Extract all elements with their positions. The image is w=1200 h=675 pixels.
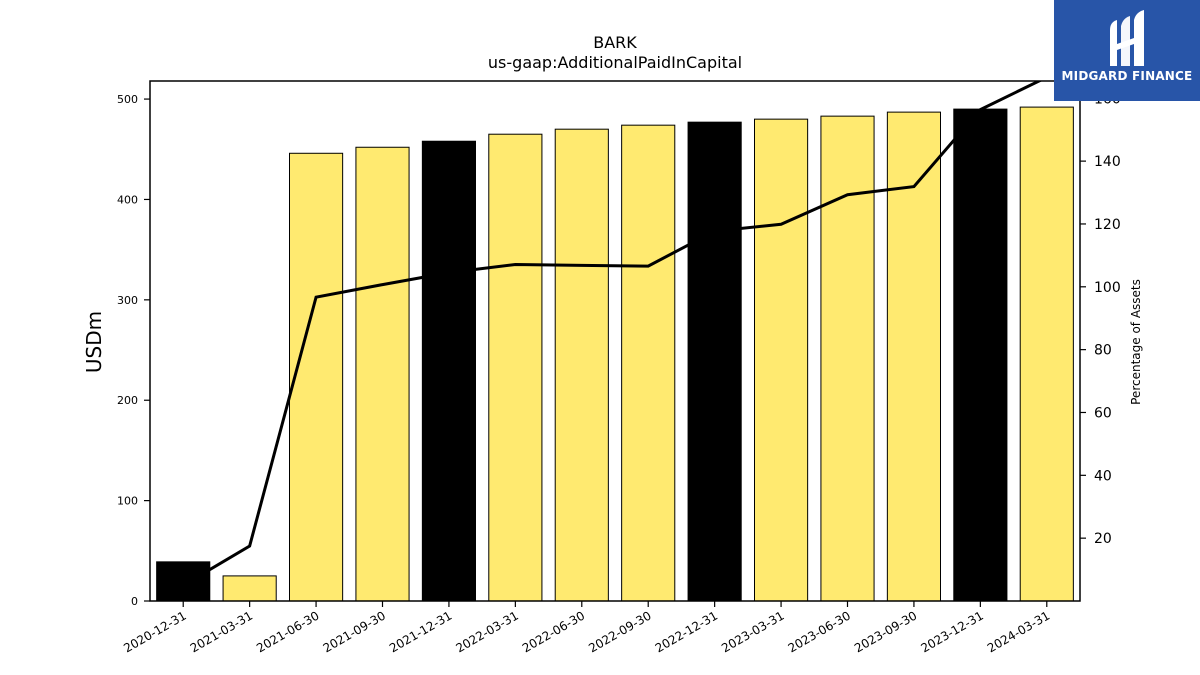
chart-title: BARK (593, 33, 637, 52)
y-tick-label: 200 (117, 394, 138, 407)
bar-2022-12-31 (687, 121, 742, 602)
bar-2023-06-30 (820, 115, 875, 602)
x-tick-label: 2022-06-30 (520, 608, 587, 655)
midgard-logo-icon (1110, 10, 1144, 66)
y-tick-label: 300 (117, 294, 138, 307)
y-tick-label: 0 (131, 595, 138, 608)
bar-2021-12-31 (421, 140, 477, 602)
chart-subtitle: us-gaap:AdditionalPaidInCapital (488, 53, 742, 72)
x-tick-label: 2020-12-31 (121, 608, 188, 655)
x-tick-label: 2023-12-31 (918, 608, 985, 655)
bar-2023-12-31 (953, 108, 1008, 602)
x-tick-label: 2021-09-30 (321, 608, 388, 655)
x-tick-label: 2023-06-30 (786, 608, 853, 655)
y-tick-label: 100 (117, 495, 138, 508)
bar-2022-09-30 (621, 124, 676, 602)
y-tick-label: 400 (117, 193, 138, 206)
x-tick-label: 2022-03-31 (453, 608, 520, 655)
bar-2023-09-30 (886, 111, 941, 602)
brand-logo: MIDGARD FINANCE (1054, 0, 1200, 101)
bar-2022-06-30 (554, 128, 609, 602)
plot-frame (149, 80, 1081, 602)
bar-2024-03-31 (1019, 106, 1074, 602)
y2-tick-label: 140 (1094, 154, 1121, 170)
y2-tick-label: 20 (1094, 531, 1112, 547)
x-tick-label: 2021-12-31 (387, 608, 454, 655)
y2-tick-label: 40 (1094, 468, 1112, 484)
x-tick-label: 2021-06-30 (254, 608, 321, 655)
y2-axis-label: Percentage of Assets (1129, 279, 1143, 405)
x-tick-label: 2024-03-31 (985, 608, 1052, 655)
percentage-line-series (182, 81, 1043, 587)
x-tick-label: 2021-03-31 (188, 608, 255, 655)
bar-series (156, 106, 1074, 602)
bar-2021-09-30 (355, 146, 410, 602)
bar-2021-03-31 (222, 575, 277, 602)
bar-2021-06-30 (289, 152, 344, 602)
x-tick-label: 2022-12-31 (653, 608, 720, 655)
y2-tick-label: 120 (1094, 217, 1121, 233)
percentage-line (182, 81, 1043, 587)
bar-2022-03-31 (488, 133, 543, 602)
logo-text: MIDGARD FINANCE (1061, 69, 1193, 83)
bar-2020-12-31 (156, 561, 211, 602)
y2-tick-label: 60 (1094, 405, 1112, 421)
x-tick-label: 2023-03-31 (719, 608, 786, 655)
x-tick-label: 2022-09-30 (586, 608, 653, 655)
y2-tick-label: 80 (1094, 343, 1112, 359)
x-tick-label: 2023-09-30 (852, 608, 919, 655)
bar-2023-03-31 (754, 118, 809, 602)
y-axis-label: USDm (82, 311, 106, 373)
y-tick-label: 500 (117, 93, 138, 106)
y2-tick-label: 100 (1094, 280, 1121, 296)
